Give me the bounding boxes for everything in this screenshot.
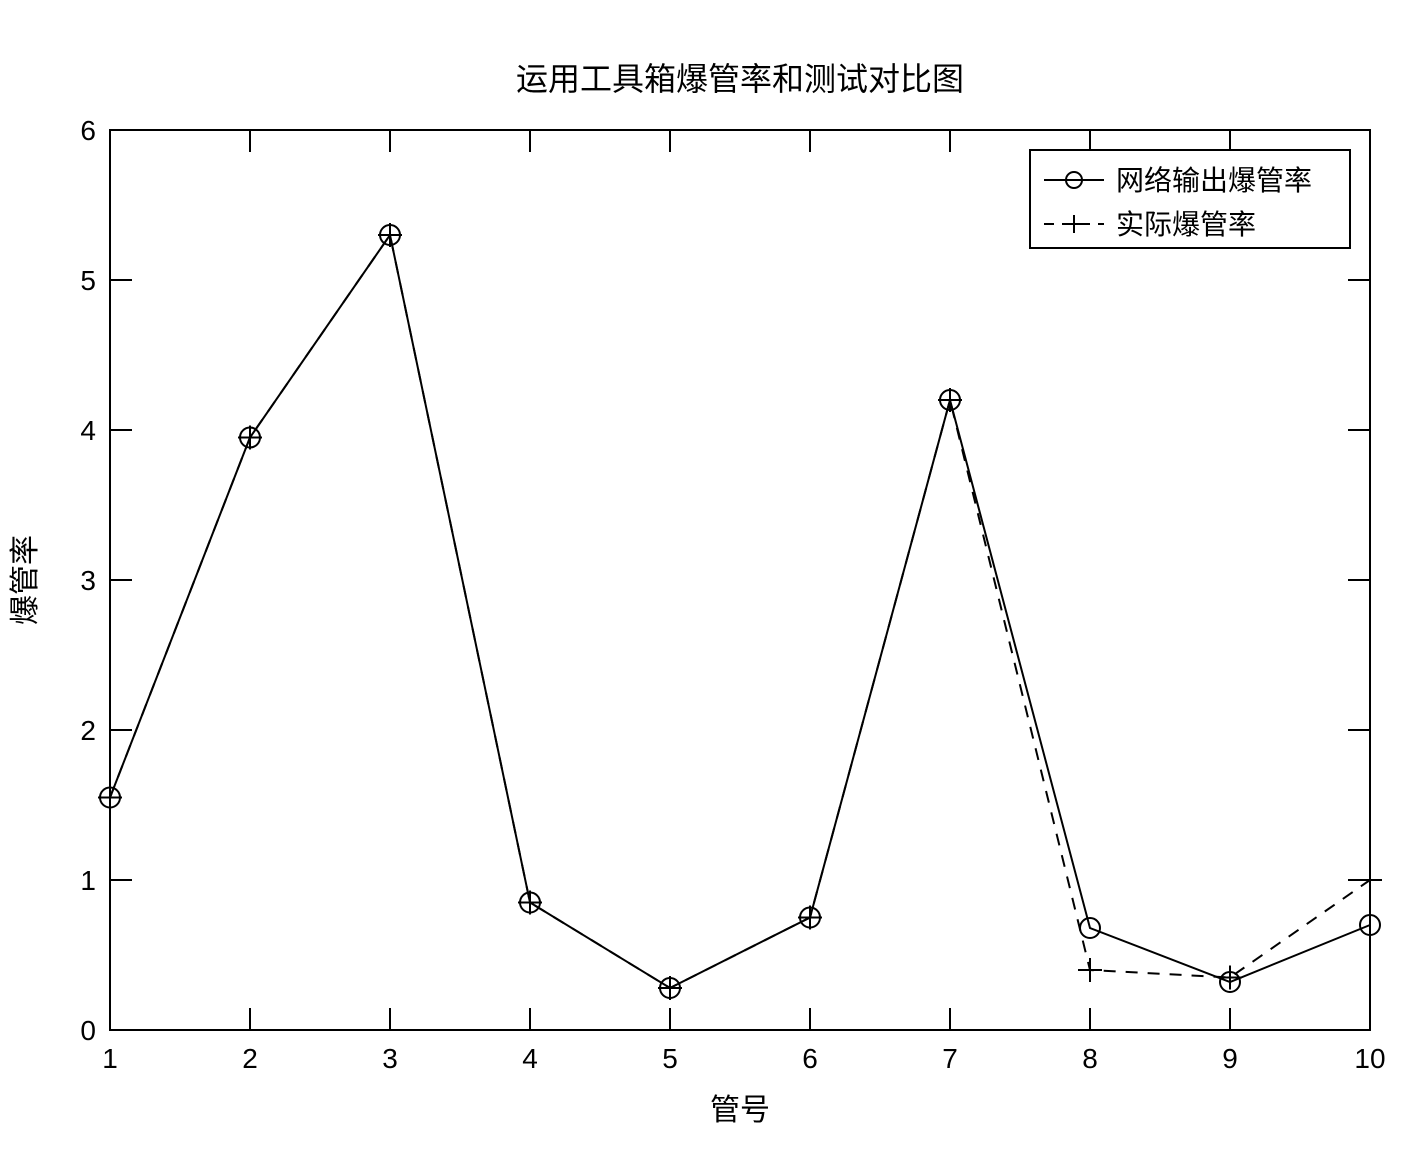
- chart-title: 运用工具箱爆管率和测试对比图: [516, 61, 964, 97]
- plot-box: [110, 130, 1370, 1030]
- series-line-1: [110, 235, 1370, 988]
- y-tick-label: 0: [80, 1015, 96, 1046]
- y-axis-label: 爆管率: [9, 535, 42, 625]
- x-tick-label: 5: [662, 1043, 678, 1074]
- y-tick-label: 6: [80, 115, 96, 146]
- y-tick-label: 2: [80, 715, 96, 746]
- legend-label-1: 实际爆管率: [1116, 209, 1256, 241]
- y-tick-label: 4: [80, 415, 96, 446]
- x-tick-label: 10: [1354, 1043, 1385, 1074]
- x-tick-label: 4: [522, 1043, 538, 1074]
- x-axis-label: 管号: [710, 1094, 770, 1127]
- y-tick-label: 3: [80, 565, 96, 596]
- x-tick-label: 6: [802, 1043, 818, 1074]
- x-tick-label: 9: [1222, 1043, 1238, 1074]
- chart-container: 运用工具箱爆管率和测试对比图管号爆管率123456789100123456网络输…: [0, 0, 1416, 1168]
- y-tick-label: 5: [80, 265, 96, 296]
- x-tick-label: 1: [102, 1043, 118, 1074]
- x-tick-label: 8: [1082, 1043, 1098, 1074]
- legend-label-0: 网络输出爆管率: [1116, 165, 1312, 197]
- series-line-0: [110, 235, 1370, 988]
- x-tick-label: 2: [242, 1043, 258, 1074]
- x-tick-label: 3: [382, 1043, 398, 1074]
- x-tick-label: 7: [942, 1043, 958, 1074]
- line-chart: 运用工具箱爆管率和测试对比图管号爆管率123456789100123456网络输…: [0, 0, 1416, 1168]
- y-tick-label: 1: [80, 865, 96, 896]
